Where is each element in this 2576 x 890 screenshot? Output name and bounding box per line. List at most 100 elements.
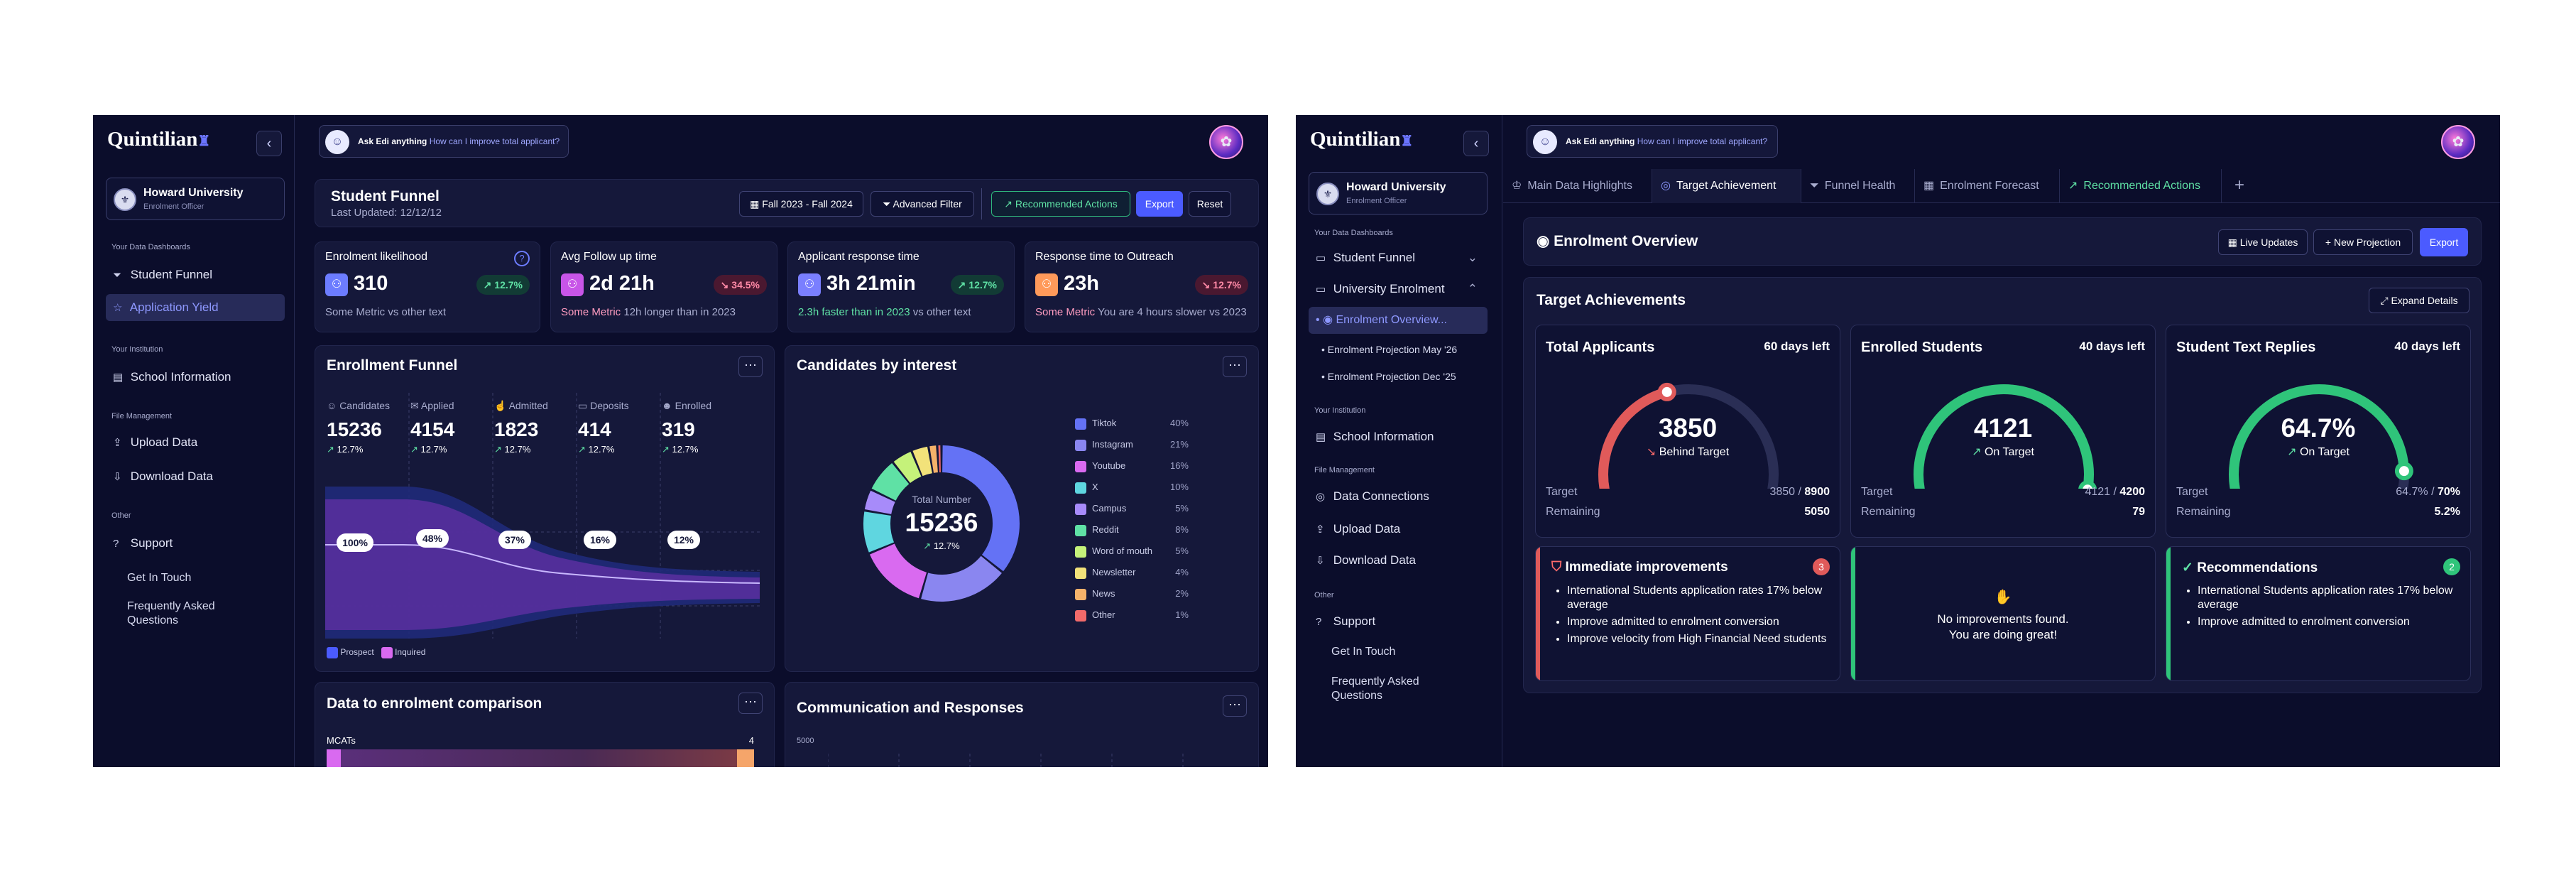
user-avatar[interactable]: ✿ xyxy=(1209,125,1243,159)
metric-card: Response time to Outreach ⚇ 23h ↘ 12.7% … xyxy=(1025,242,1259,332)
add-tab-button[interactable]: + xyxy=(2234,175,2245,195)
trend-badge: ↗ 12.7% xyxy=(950,275,1004,295)
export-button[interactable]: Export xyxy=(1136,191,1183,217)
trend-up-icon: ↗ xyxy=(1004,198,1013,210)
sidebar-item-school-information[interactable]: ▤ School Information xyxy=(106,364,285,391)
legend-percent: 8% xyxy=(1175,524,1189,535)
reset-button[interactable]: Reset xyxy=(1189,191,1231,217)
sidebar-item-projection-dec[interactable]: • Enrolment Projection Dec '25 xyxy=(1321,371,1456,382)
sidebar-item-enrolment-overview[interactable]: • ◉ Enrolment Overview... xyxy=(1309,307,1488,334)
recommended-actions-button[interactable]: ↗ Recommended Actions xyxy=(991,191,1130,217)
funnel-chart xyxy=(325,393,760,639)
sidebar-item-support[interactable]: ? Support xyxy=(106,530,285,557)
donut-slice-word-of-mouth[interactable] xyxy=(893,452,922,484)
count-badge: 3 xyxy=(1813,558,1830,575)
stage-value: 414 xyxy=(578,418,611,440)
tab-funnel-health[interactable]: ⏷ Funnel Health xyxy=(1801,169,1915,203)
collapse-sidebar-button[interactable]: ‹ xyxy=(256,131,282,156)
export-button[interactable]: Export xyxy=(2420,228,2468,256)
donut-slice-campus[interactable] xyxy=(864,490,895,514)
donut-slice-instagram[interactable] xyxy=(921,555,1002,602)
target-label: Target xyxy=(1546,486,1578,498)
badge-value: 12.7% xyxy=(494,279,523,291)
ask-edi-bar[interactable]: ☺ Ask Edi anything How can I improve tot… xyxy=(1527,125,1778,158)
tab-label: Funnel Health xyxy=(1824,180,1896,192)
sidebar-item-label: School Information xyxy=(130,370,231,384)
more-options-button[interactable]: ⋯ xyxy=(1223,695,1247,717)
donut-slice-reddit[interactable] xyxy=(871,463,910,501)
collapse-sidebar-button[interactable]: ‹ xyxy=(1463,131,1489,156)
chevron-down-icon: ⌄ xyxy=(1467,251,1478,264)
ask-edi-bar[interactable]: ☺ Ask Edi anything How can I improve tot… xyxy=(319,125,569,158)
donut-center-value: 15236 xyxy=(905,508,978,537)
tab-enrolment-forecast[interactable]: ▦ Enrolment Forecast xyxy=(1915,169,2060,203)
legend-swatch xyxy=(1075,418,1086,430)
new-projection-button[interactable]: + New Projection xyxy=(2313,229,2413,255)
tab-recommended-actions[interactable]: ↗ Recommended Actions xyxy=(2060,169,2222,203)
sidebar-item-student-funnel[interactable]: ⏷ Student Funnel xyxy=(106,261,285,288)
stage-pct: ↗ 12.7% xyxy=(410,444,496,455)
target-current: 3850 xyxy=(1769,486,1796,498)
upload-icon: ⇪ xyxy=(1316,523,1325,536)
sidebar-item-support[interactable]: ? Support xyxy=(1309,608,1488,635)
sidebar-item-upload-data[interactable]: ⇪ Upload Data xyxy=(1309,516,1488,543)
expand-details-button[interactable]: ⤢ Expand Details xyxy=(2369,288,2469,313)
note-emphasis: Some Metric xyxy=(1035,306,1096,318)
list-item: International Students application rates… xyxy=(2198,584,2459,612)
sidebar-item-application-yield[interactable]: ☆ Application Yield xyxy=(106,294,285,321)
chevron-up-icon: ⌃ xyxy=(1467,282,1478,295)
sidebar-item-projection-may[interactable]: • Enrolment Projection May '26 xyxy=(1321,344,1458,355)
metric-note: 2.3h faster than in 2023 vs other text xyxy=(798,306,971,318)
stage-pct-value: 12.7% xyxy=(588,444,615,455)
sidebar-item-download-data[interactable]: ⇩ Download Data xyxy=(106,463,285,490)
award-icon: ♔ xyxy=(1512,180,1522,192)
donut-slice-other[interactable] xyxy=(938,445,941,473)
sidebar-item-label: Download Data xyxy=(1333,553,1416,567)
more-options-button[interactable]: ⋯ xyxy=(738,356,763,377)
more-options-button[interactable]: ⋯ xyxy=(1223,356,1247,377)
panel-title: Data to enrolment comparison xyxy=(327,695,542,712)
funnel-stage: ✉ Applied 4154 ↗ 12.7% xyxy=(410,400,496,455)
users-icon: ⚇ xyxy=(561,273,584,296)
stage-label-text: Applied xyxy=(420,400,454,411)
overview-title: ◉ Enrolment Overview xyxy=(1537,232,1698,250)
legend-percent: 21% xyxy=(1169,439,1189,450)
sidebar-item-school-information[interactable]: ▤ School Information xyxy=(1309,423,1488,450)
user-avatar[interactable]: ✿ xyxy=(2441,125,2475,159)
stage-label-text: Enrolled xyxy=(675,400,711,411)
panel-title: Communication and Responses xyxy=(797,700,1024,716)
sidebar-item-university-enrolment[interactable]: ▭ University Enrolment ⌃ xyxy=(1309,276,1488,303)
university-switcher[interactable]: ⚜ Howard University Enrolment Officer xyxy=(1309,172,1488,215)
sidebar-item-faq[interactable]: Frequently Asked Questions xyxy=(1331,675,1419,703)
status-text: Behind Target xyxy=(1659,446,1730,458)
trend-up-icon: ↗ xyxy=(494,444,502,455)
panel-title: Candidates by interest xyxy=(797,357,957,374)
sidebar-item-student-funnel[interactable]: ▭ Student Funnel ⌄ xyxy=(1309,244,1488,271)
donut-slice-tiktok[interactable] xyxy=(942,445,1020,572)
legend-label: Word of mouth xyxy=(1092,546,1153,556)
donut-slice-x[interactable] xyxy=(863,511,895,553)
more-options-button[interactable]: ⋯ xyxy=(738,693,763,714)
donut-slice-newsletter[interactable] xyxy=(912,446,932,477)
sidebar-item-get-in-touch[interactable]: Get In Touch xyxy=(1331,646,1396,658)
date-range-button[interactable]: ▦ Fall 2023 - Fall 2024 xyxy=(739,191,863,217)
sidebar-item-label: Support xyxy=(1333,614,1376,628)
sidebar-item-data-connections[interactable]: ◎ Data Connections xyxy=(1309,483,1488,510)
conversion-pill: 16% xyxy=(584,531,616,549)
sidebar-item-upload-data[interactable]: ⇪ Upload Data xyxy=(106,429,285,456)
university-switcher[interactable]: ⚜ Howard University Enrolment Officer xyxy=(106,178,285,220)
sidebar-item-download-data[interactable]: ⇩ Download Data xyxy=(1309,547,1488,574)
sidebar-item-get-in-touch[interactable]: Get In Touch xyxy=(127,572,192,584)
live-updates-button[interactable]: ▦ Live Updates xyxy=(2218,229,2308,255)
sidebar-item-faq[interactable]: Frequently Asked Questions xyxy=(127,599,215,628)
row-value: 4 xyxy=(748,735,754,746)
tab-main-data-highlights[interactable]: ♔ Main Data Highlights xyxy=(1503,169,1652,203)
tab-target-achievement[interactable]: ◎ Target Achievement xyxy=(1652,169,1801,203)
advanced-filter-button[interactable]: ⏷ Advanced Filter xyxy=(871,191,974,217)
sidebar-item-label: Upload Data xyxy=(1333,522,1401,536)
donut-slice-youtube[interactable] xyxy=(870,543,927,599)
info-icon[interactable]: ? xyxy=(514,251,530,266)
stage-pct-value: 12.7% xyxy=(672,444,699,455)
donut-slice-news[interactable] xyxy=(929,445,938,473)
page-header: Student Funnel Last Updated: 12/12/12 ▦ … xyxy=(315,179,1259,227)
